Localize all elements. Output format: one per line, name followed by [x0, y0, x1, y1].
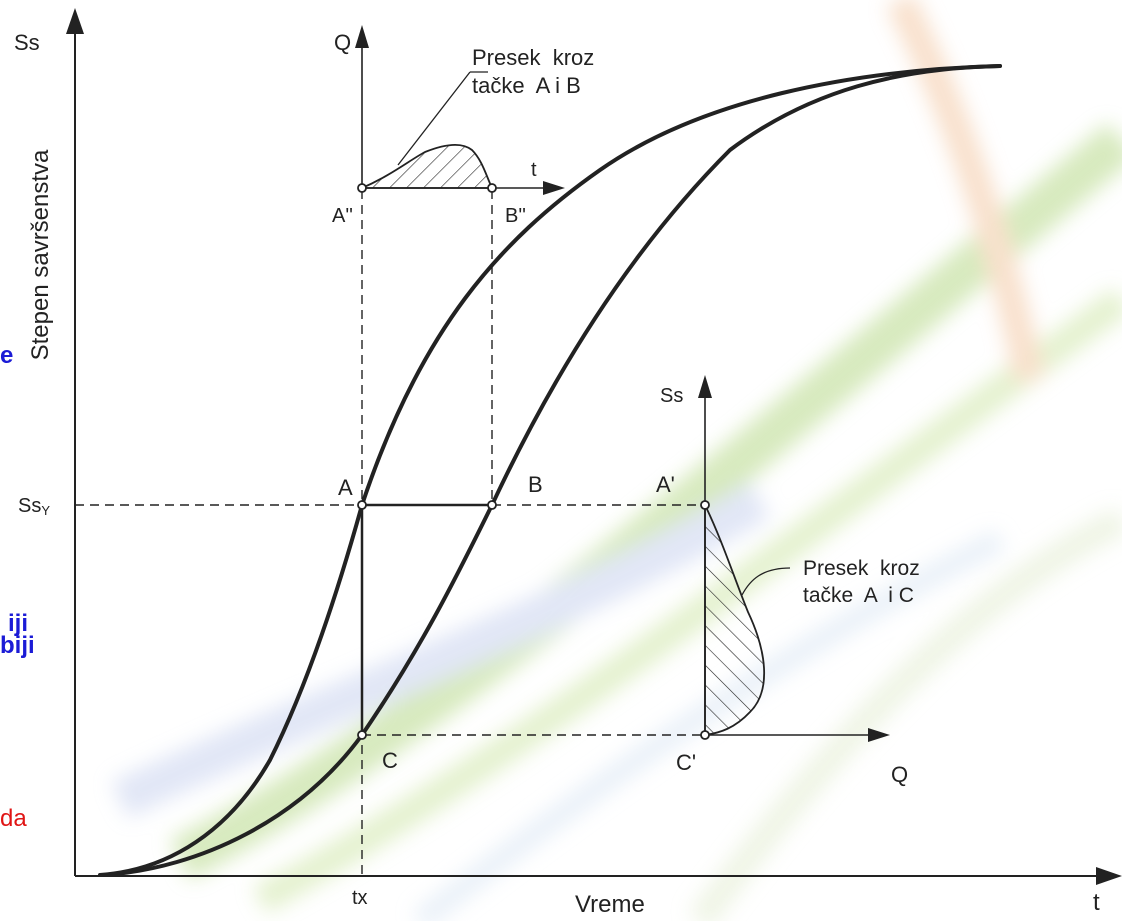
inset-top-y-arrow-icon	[355, 25, 369, 48]
inset-right-note-line-1: Presek kroz	[803, 557, 920, 580]
ss-level-label: SsY	[18, 495, 50, 518]
label-b: B	[528, 472, 543, 497]
label-a-prime: A'	[656, 472, 675, 497]
side-fragment-biji: biji	[0, 634, 35, 658]
inset-top-y-label: Q	[334, 30, 351, 55]
inset-top-x-label: t	[531, 159, 537, 181]
inset-right-x-arrow-icon	[868, 728, 890, 742]
label-c-prime: C'	[676, 750, 696, 775]
inset-top-note-line-2: tačke A i B	[472, 73, 581, 98]
x-axis-symbol: t	[1093, 889, 1100, 916]
point-b-dprime	[488, 184, 496, 192]
y-axis-title: Stepen savršenstva	[27, 149, 54, 360]
label-b-dprime: B''	[505, 205, 526, 227]
inset-top-x-arrow-icon	[543, 181, 565, 195]
point-c-prime	[701, 731, 709, 739]
inset-top-note-line-1: Presek kroz	[472, 45, 594, 70]
point-a-dprime	[358, 184, 366, 192]
inset-right-note-line-2: tačke A i C	[803, 584, 914, 607]
point-a-prime	[701, 501, 709, 509]
inset-right-x-label: Q	[891, 762, 908, 787]
point-c	[358, 731, 366, 739]
tx-tick-label: tx	[352, 887, 368, 909]
point-b	[488, 501, 496, 509]
y-axis-symbol: Ss	[14, 30, 40, 55]
side-fragment-da: da	[0, 805, 27, 833]
inset-top-distribution	[362, 145, 492, 188]
point-a	[358, 501, 366, 509]
y-axis-arrow-icon	[66, 8, 84, 34]
label-c: C	[382, 748, 398, 773]
x-axis-arrow-icon	[1096, 867, 1122, 885]
side-fragment-e: e	[0, 344, 13, 368]
label-a: A	[338, 475, 353, 500]
inset-right-leader	[742, 568, 790, 595]
x-axis-title: Vreme	[575, 891, 645, 918]
inset-right-y-arrow-icon	[698, 375, 712, 398]
inset-right-y-label: Ss	[660, 385, 683, 407]
ss-level-subscript: Y	[41, 503, 50, 518]
label-a-dprime: A''	[332, 205, 353, 227]
inset-right-distribution	[705, 505, 764, 735]
